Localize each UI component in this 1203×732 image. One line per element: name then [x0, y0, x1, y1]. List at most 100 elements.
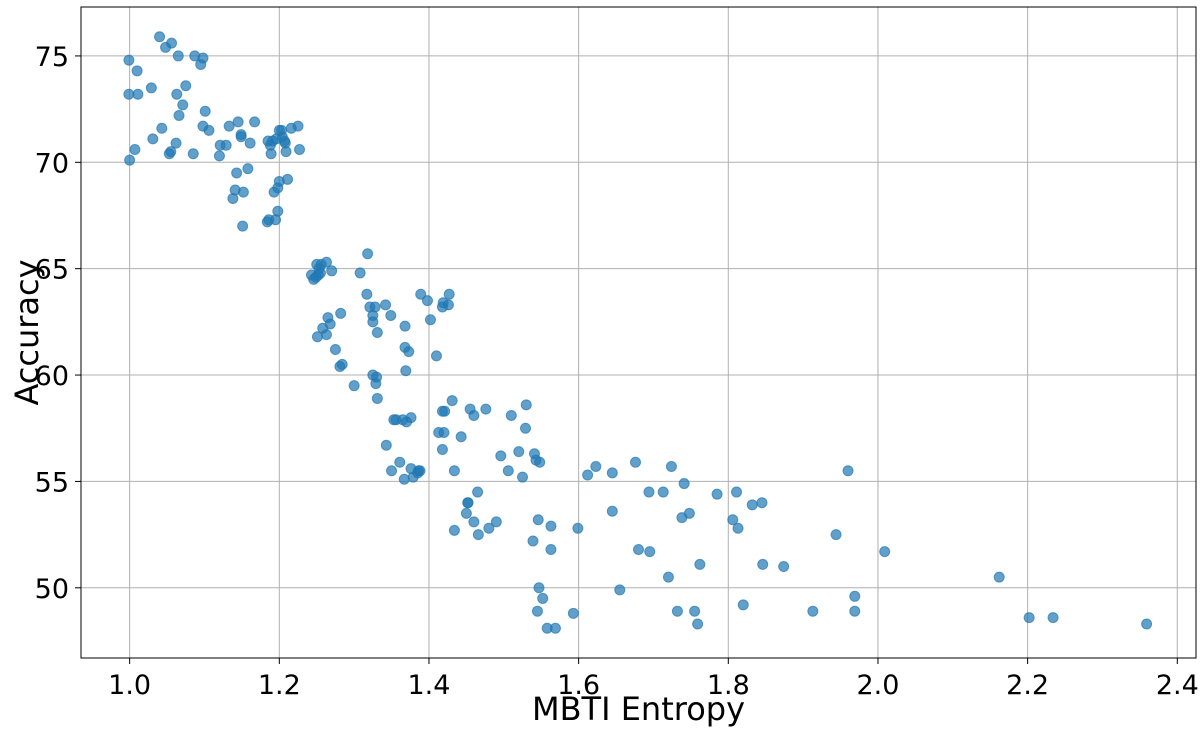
data-point — [549, 622, 561, 634]
data-point — [630, 456, 642, 468]
data-point — [386, 465, 398, 477]
data-point — [270, 214, 282, 226]
data-point — [490, 516, 502, 528]
data-point — [442, 299, 454, 311]
data-point — [237, 186, 249, 198]
data-point — [242, 163, 254, 175]
data-point — [124, 154, 136, 166]
data-point — [398, 473, 410, 485]
x-tick-label: 2.4 — [1156, 670, 1199, 701]
data-point — [606, 467, 618, 479]
data-point — [123, 88, 135, 100]
data-point — [520, 399, 532, 411]
data-point — [590, 461, 602, 473]
data-point — [421, 295, 433, 307]
data-point — [354, 267, 366, 279]
data-point — [778, 561, 790, 573]
data-point — [220, 139, 232, 151]
data-point — [171, 88, 183, 100]
data-point — [468, 409, 480, 421]
data-point — [731, 486, 743, 498]
data-point — [495, 450, 507, 462]
data-point — [807, 605, 819, 617]
data-point — [572, 522, 584, 534]
data-point — [849, 590, 861, 602]
data-point — [1047, 612, 1059, 624]
data-point — [166, 37, 178, 49]
data-point — [657, 486, 669, 498]
data-point — [172, 50, 184, 62]
data-point — [472, 486, 484, 498]
data-point — [187, 148, 199, 160]
data-point — [197, 52, 209, 64]
x-axis-label: MBTI Entropy — [532, 690, 745, 728]
data-point — [380, 299, 392, 311]
x-tick-label: 1.8 — [707, 670, 750, 701]
data-point — [329, 344, 341, 356]
data-point — [1023, 612, 1035, 624]
data-point — [520, 422, 532, 434]
data-point — [199, 105, 211, 117]
data-point — [1141, 618, 1153, 630]
data-point — [879, 546, 891, 558]
y-tick-label: 55 — [35, 467, 69, 498]
data-point — [326, 265, 338, 277]
data-point — [532, 514, 544, 526]
x-tick-label: 2.2 — [1006, 670, 1049, 701]
data-point — [173, 110, 185, 121]
data-point — [131, 65, 143, 77]
y-tick-label: 50 — [35, 574, 69, 605]
data-point — [394, 456, 406, 468]
data-point — [156, 122, 168, 134]
data-point — [311, 331, 323, 343]
y-tick-label: 75 — [35, 42, 69, 73]
data-point — [737, 599, 749, 611]
data-point — [335, 307, 347, 319]
data-point — [756, 497, 768, 509]
data-point — [643, 486, 655, 498]
data-point — [757, 558, 769, 570]
data-point — [689, 605, 701, 617]
data-point — [361, 288, 373, 300]
x-tick-label: 1.4 — [407, 670, 450, 701]
data-point — [145, 82, 157, 94]
data-point — [436, 444, 448, 456]
data-point — [480, 403, 492, 415]
data-point — [223, 120, 235, 132]
data-point — [405, 412, 417, 424]
data-point — [436, 405, 448, 417]
x-tick-label: 1.0 — [108, 670, 151, 701]
data-point — [369, 301, 381, 313]
data-point — [448, 524, 460, 536]
data-point — [400, 365, 412, 377]
data-point — [502, 465, 514, 477]
data-point — [614, 584, 626, 596]
data-point — [455, 431, 467, 443]
data-point — [203, 124, 215, 136]
data-point — [849, 605, 861, 617]
data-point — [244, 137, 256, 149]
data-point — [294, 144, 306, 156]
plot-frame — [80, 6, 1197, 659]
data-point — [531, 605, 543, 617]
data-point — [438, 426, 450, 438]
data-point — [362, 248, 374, 260]
data-point — [273, 124, 285, 136]
x-tick-label: 2.0 — [856, 670, 899, 701]
data-point — [424, 314, 436, 326]
data-point — [385, 309, 397, 321]
data-point — [282, 173, 294, 185]
data-point — [537, 592, 549, 604]
data-point — [170, 137, 182, 149]
data-point — [533, 582, 545, 594]
data-point — [334, 361, 346, 373]
data-point — [177, 99, 189, 111]
data-point — [746, 499, 758, 511]
data-point — [545, 520, 557, 532]
data-point — [415, 288, 427, 300]
y-tick-label: 60 — [35, 361, 69, 392]
data-point — [388, 414, 400, 426]
data-point — [371, 327, 383, 338]
data-point — [692, 618, 704, 630]
